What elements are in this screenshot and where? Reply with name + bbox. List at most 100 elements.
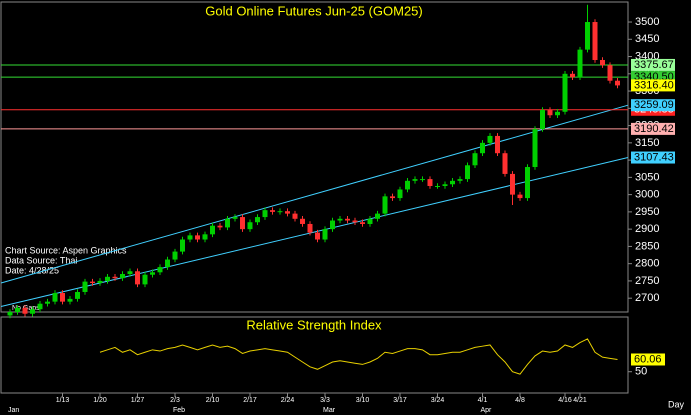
y-tick-label: 2950 xyxy=(635,206,659,218)
y-tick-label: 3050 xyxy=(635,171,659,183)
candle-body xyxy=(480,142,485,154)
x-tick-label: 2/10 xyxy=(206,397,220,404)
candle-body xyxy=(420,179,425,181)
candle-body xyxy=(375,213,380,219)
source-line: Data Source: Thai xyxy=(5,255,77,265)
trendline xyxy=(0,104,629,284)
candle-body xyxy=(532,129,538,168)
y-tick-label: 3450 xyxy=(635,33,659,45)
y-tick-label: 2800 xyxy=(635,258,659,270)
trendline-end-box xyxy=(631,99,675,112)
candle-body xyxy=(285,211,290,214)
candle-body xyxy=(442,184,448,186)
x-tick-label: 3/3 xyxy=(320,397,330,404)
candle-body xyxy=(202,234,208,240)
price-panel xyxy=(0,1,629,313)
trendline xyxy=(0,157,629,307)
candle-body xyxy=(435,185,440,187)
candle-body xyxy=(112,276,118,279)
candle-body xyxy=(502,153,508,174)
candle-body xyxy=(547,110,553,116)
candle-body xyxy=(172,251,178,260)
candle-body xyxy=(517,194,523,199)
candle-body xyxy=(495,135,500,154)
candle-body xyxy=(120,274,125,279)
candle-body xyxy=(90,281,95,284)
candle-body xyxy=(180,239,185,252)
candle-body xyxy=(615,80,620,86)
candle-body xyxy=(607,65,613,81)
y-tick-label: 2700 xyxy=(635,292,659,304)
rsi-last-box xyxy=(631,353,665,366)
month-label: Apr xyxy=(481,407,493,414)
x-tick-label: 2/3 xyxy=(170,397,180,404)
trendline-end-box xyxy=(631,151,675,164)
candle-body xyxy=(562,73,568,112)
candle-body xyxy=(412,179,418,181)
candle-body xyxy=(52,293,58,302)
last-price-label: 3316.40 xyxy=(634,79,674,91)
candle-body xyxy=(217,225,223,228)
candle-body xyxy=(427,179,433,186)
candle-body xyxy=(277,211,283,213)
candle-body xyxy=(240,217,245,230)
x-tick-label: 2/17 xyxy=(243,397,257,404)
x-tick-label: 3/24 xyxy=(431,397,445,404)
level-box xyxy=(631,58,675,71)
candle-body xyxy=(450,180,455,185)
y-tick-label: 3000 xyxy=(635,189,659,201)
candle-body xyxy=(322,229,328,240)
candle-body xyxy=(127,271,133,275)
candle-body xyxy=(82,281,88,292)
candle-body xyxy=(37,303,43,310)
candle-body xyxy=(67,298,73,302)
candle-body xyxy=(487,135,493,143)
candle-body xyxy=(142,274,148,285)
y-tick-label: 3500 xyxy=(635,16,659,28)
candle-body xyxy=(15,307,20,312)
candle-body xyxy=(382,196,388,214)
y-tick-label: 2850 xyxy=(635,240,659,252)
period-label: Day xyxy=(668,399,685,409)
x-tick-label: 3/17 xyxy=(393,397,407,404)
candle-body xyxy=(105,276,110,281)
candle-body xyxy=(525,167,530,199)
x-tick-label: 2/24 xyxy=(281,397,295,404)
candle-body xyxy=(157,267,163,273)
last-price-box xyxy=(631,79,675,92)
candle-body xyxy=(472,153,478,166)
rsi-tick-label: 50 xyxy=(635,366,647,378)
level-label: 3190.42 xyxy=(634,123,674,135)
month-label: Feb xyxy=(173,407,185,414)
candle-body xyxy=(457,179,463,181)
rsi-last-label: 60.06 xyxy=(634,353,662,365)
candle-body xyxy=(585,22,590,50)
x-tick-label: 4/21 xyxy=(573,397,587,404)
candle-body xyxy=(187,235,193,240)
candle-body xyxy=(22,307,28,314)
rsi-panel xyxy=(0,316,629,394)
candle-body xyxy=(577,49,583,78)
level-label: 3375.67 xyxy=(634,59,674,71)
candle-body xyxy=(345,218,350,221)
candle-body xyxy=(292,213,298,219)
candle-body xyxy=(600,59,605,66)
candle-body xyxy=(255,217,260,223)
candle-body xyxy=(352,220,358,223)
candle-body xyxy=(300,218,305,224)
candle-body xyxy=(45,301,50,304)
candle-body xyxy=(247,222,253,230)
trendline-end-label: 3107.43 xyxy=(634,151,674,163)
x-tick-label: 1/27 xyxy=(131,397,145,404)
candle-body xyxy=(232,217,238,219)
y-tick-label: 3150 xyxy=(635,137,659,149)
rsi-title: Relative Strength Index xyxy=(246,317,382,332)
candle-body xyxy=(30,309,35,314)
candle-body xyxy=(165,259,170,268)
candle-body xyxy=(307,223,313,233)
candle-body xyxy=(555,111,560,116)
candle-body xyxy=(330,220,335,230)
x-tick-label: 1/20 xyxy=(93,397,107,404)
candle-body xyxy=(570,73,575,78)
candle-body xyxy=(60,293,65,302)
